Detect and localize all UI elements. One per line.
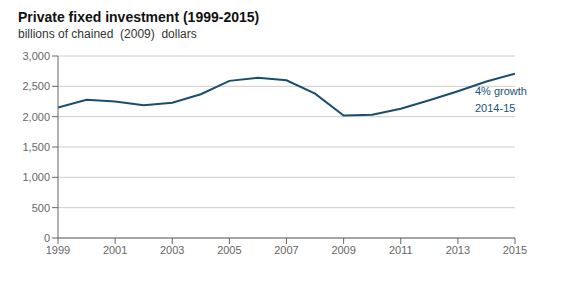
svg-text:2,000: 2,000 xyxy=(22,111,50,123)
html-text:Private fixed investment (1999: Private fixed investment (1999-2015) xyxy=(18,9,260,25)
svg-text:2005: 2005 xyxy=(217,244,241,256)
svg-text:0: 0 xyxy=(44,232,50,244)
svg-text:2011: 2011 xyxy=(389,244,413,256)
svg-text:1999: 1999 xyxy=(46,244,70,256)
svg-text:2015: 2015 xyxy=(503,244,527,256)
svg-text:2,500: 2,500 xyxy=(22,80,50,92)
svg-text:2001: 2001 xyxy=(103,244,127,256)
svg-text:2003: 2003 xyxy=(160,244,184,256)
svg-text:1,500: 1,500 xyxy=(22,141,50,153)
svg-text:1,000: 1,000 xyxy=(22,171,50,183)
svg-text:2007: 2007 xyxy=(274,244,298,256)
svg-text:3,000: 3,000 xyxy=(22,50,50,62)
svg-text:4% growth2014-15: 4% growth2014-15 xyxy=(475,85,527,114)
svg-text:2013: 2013 xyxy=(446,244,470,256)
svg-text:2009: 2009 xyxy=(331,244,355,256)
svg-text:500: 500 xyxy=(32,202,50,214)
html-text:billions of chained (2009) dol: billions of chained (2009) dollars xyxy=(18,27,197,41)
